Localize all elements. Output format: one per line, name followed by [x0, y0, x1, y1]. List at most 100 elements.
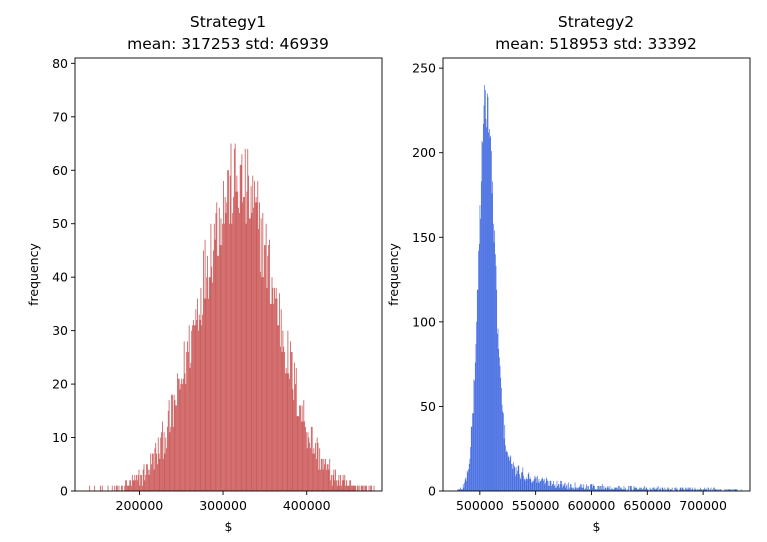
histogram-bar — [262, 213, 264, 491]
histogram-bar — [202, 250, 204, 491]
histogram-bar — [116, 485, 118, 491]
histogram-bar — [510, 455, 512, 491]
histogram-bar — [337, 480, 339, 491]
histogram-bar — [115, 485, 117, 491]
histogram-bar — [238, 213, 240, 491]
histogram-bar — [136, 474, 137, 491]
x-tick-label: 400000 — [283, 498, 331, 513]
histogram-bar — [480, 181, 482, 491]
histogram-bar — [467, 472, 469, 491]
histogram-bar — [659, 489, 660, 491]
x-tick-label: 650000 — [623, 498, 671, 513]
histogram-bar — [371, 485, 372, 491]
histogram-bar — [264, 245, 265, 491]
histogram-bar — [329, 458, 331, 491]
histogram-bar — [694, 487, 696, 491]
histogram-bar — [582, 487, 583, 491]
histogram-bar — [611, 487, 613, 491]
y-tick-label: 30 — [52, 323, 68, 338]
histogram-bar — [572, 489, 574, 491]
histogram-bar — [563, 485, 565, 491]
histogram-bar — [460, 489, 462, 491]
y-tick-label: 80 — [52, 56, 68, 71]
histogram-bar — [458, 489, 459, 491]
histogram-bar — [291, 352, 293, 491]
histogram-bar — [132, 480, 134, 491]
histogram-bar — [268, 245, 270, 491]
histogram-bar — [249, 218, 251, 491]
histogram-bar — [175, 405, 177, 491]
histogram-bar — [600, 485, 601, 491]
histogram-bar — [719, 489, 721, 491]
histogram-bar — [706, 489, 707, 491]
histogram-bar — [635, 487, 637, 491]
histogram-bar — [617, 489, 619, 491]
histogram-bar — [466, 480, 467, 491]
histogram-bar — [606, 487, 608, 491]
histogram-bar — [527, 474, 529, 491]
histogram-bar — [493, 242, 495, 491]
histogram-bar — [147, 469, 149, 491]
histogram-bar — [208, 277, 210, 491]
histogram-bar — [635, 487, 636, 491]
histogram-bar — [502, 411, 504, 491]
histogram-bar — [587, 489, 589, 491]
histogram-bar — [351, 485, 353, 491]
histogram-bar — [319, 448, 321, 491]
histogram-bar — [505, 452, 507, 491]
histogram-bar — [517, 470, 518, 491]
histogram-bar — [670, 489, 672, 491]
histogram-bar — [214, 239, 216, 491]
histogram-bar — [468, 469, 469, 491]
histogram-bar — [355, 485, 357, 491]
histogram-bar — [553, 480, 554, 491]
histogram-bar — [704, 487, 705, 491]
histogram-bar — [645, 487, 647, 491]
histogram-bar — [138, 469, 140, 491]
histogram-bar — [489, 137, 491, 491]
histogram-bar — [686, 487, 688, 491]
histogram-bar — [730, 489, 732, 491]
histogram-bar — [573, 487, 575, 491]
histogram-bar — [697, 489, 699, 491]
histogram-bar — [315, 458, 317, 491]
histogram-bar — [139, 485, 141, 491]
histogram-bar — [557, 484, 559, 491]
y-tick-label: 100 — [412, 314, 436, 329]
histogram-bar — [184, 373, 186, 491]
histogram-bar — [471, 426, 473, 491]
histogram-bar — [148, 474, 150, 491]
histogram-bar — [606, 489, 607, 491]
histogram-bar — [639, 487, 640, 491]
histogram-bar — [483, 105, 485, 492]
histogram-bar — [514, 467, 516, 491]
histogram-bar — [584, 489, 586, 491]
histogram-bar — [592, 484, 594, 491]
histogram-bar — [270, 303, 272, 491]
histogram-bar — [645, 489, 646, 491]
histogram-bar — [622, 489, 623, 491]
histogram-bar — [346, 485, 348, 491]
histogram-bar — [519, 477, 521, 491]
histogram-bar — [618, 485, 620, 491]
histogram-bar — [347, 485, 349, 491]
histogram-bar — [590, 484, 591, 491]
histogram-bar — [247, 148, 249, 491]
histogram-bar — [575, 487, 577, 491]
histogram-bar — [142, 469, 144, 491]
histogram-bar — [276, 298, 278, 491]
histogram-bar — [458, 489, 460, 491]
histogram-bar — [488, 132, 489, 492]
histogram-bar — [521, 472, 522, 491]
histogram-bar — [151, 464, 152, 491]
histogram-bar — [217, 255, 219, 491]
histogram-bar — [310, 426, 312, 491]
histogram-bar — [697, 489, 698, 491]
histogram-bar — [153, 469, 155, 491]
histogram-bar — [526, 479, 528, 491]
histogram-bar — [131, 485, 132, 491]
histogram-bar — [541, 477, 543, 491]
histogram-bar — [574, 482, 576, 491]
histogram-bar — [277, 325, 279, 491]
